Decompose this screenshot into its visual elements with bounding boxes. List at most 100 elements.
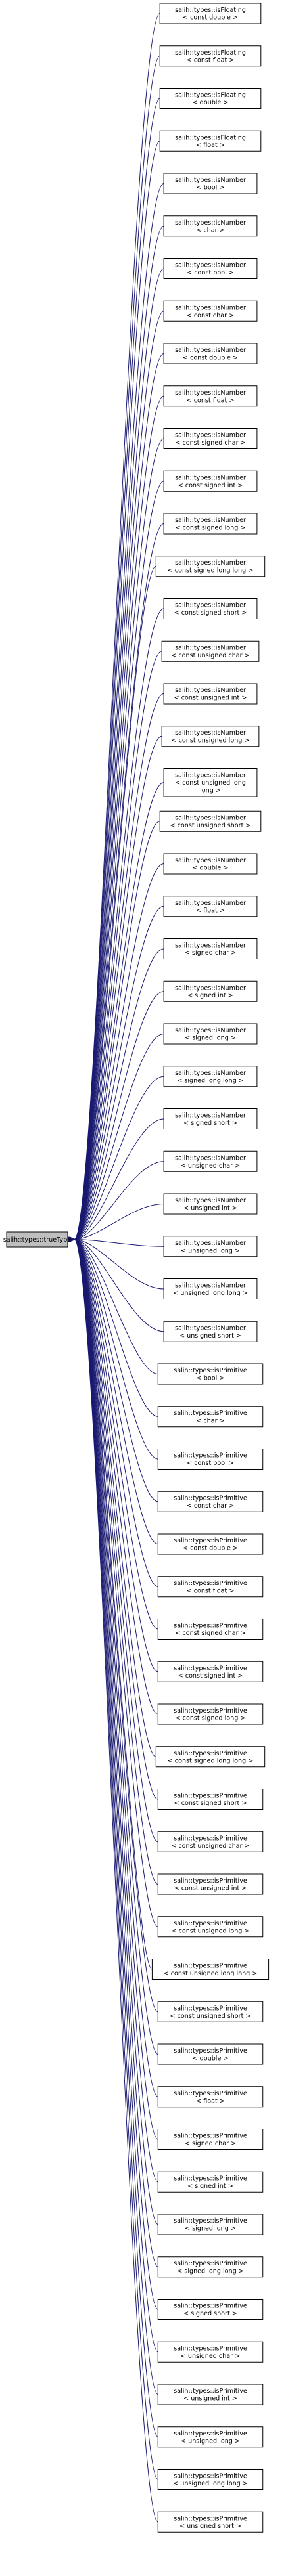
derived-class-node[interactable]: salih::types::isPrimitive< signed char > xyxy=(157,2129,264,2150)
derived-class-node[interactable]: salih::types::isNumber< unsigned char > xyxy=(163,1150,258,1172)
derived-class-label-line: < bool > xyxy=(197,185,225,192)
derived-class-node[interactable]: salih::types::isPrimitive< const float > xyxy=(157,1576,264,1598)
derived-class-node[interactable]: salih::types::isPrimitive< char > xyxy=(157,1406,264,1428)
derived-class-node[interactable]: salih::types::isNumber< signed long long… xyxy=(163,1066,258,1087)
derived-class-label-line: < float > xyxy=(196,907,225,914)
derived-class-node[interactable]: salih::types::isPrimitive< const signed … xyxy=(157,1703,264,1725)
derived-class-node[interactable]: salih::types::isPrimitive< const unsigne… xyxy=(157,2001,264,2022)
derived-class-box xyxy=(163,215,258,237)
derived-class-node[interactable]: salih::types::isNumber< unsigned long lo… xyxy=(163,1278,258,1299)
derived-class-node[interactable]: salih::types::isNumber< signed long > xyxy=(163,1023,258,1045)
derived-class-node[interactable]: salih::types::isNumber< const float > xyxy=(163,385,258,407)
derived-class-node[interactable]: salih::types::isNumber< bool > xyxy=(163,173,258,194)
derived-class-node[interactable]: salih::types::isFloating< const float > xyxy=(159,45,262,67)
derived-class-node[interactable]: salih::types::isPrimitive< const unsigne… xyxy=(151,1959,270,1980)
derived-class-box xyxy=(163,470,258,492)
derived-class-node[interactable]: salih::types::isNumber< const signed lon… xyxy=(155,556,266,577)
derived-class-label-line: < const bool > xyxy=(187,1460,234,1467)
derived-class-node[interactable]: salih::types::isPrimitive< double > xyxy=(157,2043,264,2065)
derived-class-label-line: salih::types::isNumber xyxy=(175,517,246,524)
derived-class-node[interactable]: salih::types::isPrimitive< signed long > xyxy=(157,2214,264,2235)
derived-class-label-line: < const bool > xyxy=(187,269,234,276)
derived-class-label-line: salih::types::isPrimitive xyxy=(174,1707,247,1714)
derived-class-node[interactable]: salih::types::isNumber< const bool > xyxy=(163,258,258,279)
derived-class-node[interactable]: salih::types::isPrimitive< const signed … xyxy=(157,1619,264,1640)
inheritance-edge xyxy=(74,1240,158,1927)
derived-class-node[interactable]: salih::types::isPrimitive< unsigned int … xyxy=(157,2384,264,2405)
derived-class-node[interactable]: salih::types::isNumber< signed short > xyxy=(163,1108,258,1129)
derived-class-node[interactable]: salih::types::isPrimitive< const signed … xyxy=(157,1789,264,1810)
derived-class-node[interactable]: salih::types::isPrimitive< signed long l… xyxy=(157,2256,264,2278)
derived-class-box xyxy=(157,1619,264,1640)
derived-class-box xyxy=(157,1491,264,1512)
inheritance-edge xyxy=(74,1240,158,1714)
derived-class-node[interactable]: salih::types::isFloating< const double > xyxy=(159,3,262,24)
derived-class-node[interactable]: salih::types::isPrimitive< const char > xyxy=(157,1491,264,1512)
derived-class-node[interactable]: salih::types::isNumber< unsigned long > xyxy=(163,1236,258,1257)
inheritance-edge xyxy=(74,651,162,1240)
derived-class-node[interactable]: salih::types::isPrimitive< const signed … xyxy=(157,1661,264,1682)
derived-class-box xyxy=(163,1066,258,1087)
derived-class-label-line: salih::types::isPrimitive xyxy=(174,1750,247,1757)
derived-class-node[interactable]: salih::types::isNumber< unsigned int > xyxy=(163,1193,258,1215)
inheritance-edge xyxy=(74,1034,164,1240)
inheritance-edge xyxy=(74,13,160,1240)
derived-class-node[interactable]: salih::types::isNumber< const unsigned c… xyxy=(161,640,260,662)
derived-class-label-line: salih::types::isNumber xyxy=(175,559,246,567)
inheritance-edge xyxy=(74,821,160,1240)
derived-class-node[interactable]: salih::types::isNumber< const unsigned s… xyxy=(159,810,262,832)
inheritance-edge xyxy=(74,1240,158,1587)
derived-class-node[interactable]: salih::types::isNumber< unsigned short > xyxy=(163,1321,258,1342)
derived-class-label-line: < const signed long > xyxy=(176,525,246,532)
derived-class-node[interactable]: salih::types::isNumber< const signed sho… xyxy=(163,598,258,619)
derived-class-label-line: < signed char > xyxy=(185,950,236,957)
base-class-node[interactable]: salih::types::trueType xyxy=(3,1231,71,1248)
derived-class-label-line: salih::types::isPrimitive xyxy=(174,2175,247,2182)
derived-class-label-line: < const double > xyxy=(183,355,238,362)
derived-class-node[interactable]: salih::types::isPrimitive< signed int > xyxy=(157,2171,264,2193)
derived-class-box xyxy=(163,1278,258,1299)
derived-class-node[interactable]: salih::types::isNumber< signed int > xyxy=(163,980,258,1002)
derived-class-label-line: salih::types::isNumber xyxy=(175,219,246,227)
derived-class-node[interactable]: salih::types::isNumber< char > xyxy=(163,215,258,237)
derived-class-node[interactable]: salih::types::isNumber< double > xyxy=(163,853,258,875)
derived-class-node[interactable]: salih::types::isPrimitive< const unsigne… xyxy=(157,1873,264,1895)
derived-class-label-line: < unsigned long long > xyxy=(173,2480,248,2487)
derived-class-node[interactable]: salih::types::isPrimitive< const signed … xyxy=(155,1746,266,1768)
derived-class-node[interactable]: salih::types::isNumber< float > xyxy=(163,896,258,917)
derived-class-node[interactable]: salih::types::isPrimitive< float > xyxy=(157,2086,264,2108)
derived-class-node[interactable]: salih::types::isNumber< const char > xyxy=(163,300,258,322)
derived-class-node[interactable]: salih::types::isPrimitive< unsigned long… xyxy=(157,2426,264,2448)
derived-class-node[interactable]: salih::types::isNumber< const unsigned i… xyxy=(163,683,258,705)
derived-class-label-line: salih::types::isNumber xyxy=(175,644,246,651)
derived-class-node[interactable]: salih::types::isNumber< const unsigned l… xyxy=(161,726,260,747)
derived-class-node[interactable]: salih::types::isPrimitive< unsigned long… xyxy=(157,2469,264,2490)
derived-class-node[interactable]: salih::types::isNumber< const signed int… xyxy=(163,470,258,492)
inheritance-edge xyxy=(74,782,164,1240)
derived-class-node[interactable]: salih::types::isFloating< float > xyxy=(159,130,262,152)
derived-class-node[interactable]: salih::types::isFloating< double > xyxy=(159,88,262,109)
derived-class-node[interactable]: salih::types::isPrimitive< unsigned shor… xyxy=(157,2511,264,2533)
derived-class-node[interactable]: salih::types::isPrimitive< unsigned char… xyxy=(157,2341,264,2363)
derived-class-node[interactable]: salih::types::isPrimitive< const unsigne… xyxy=(157,1916,264,1938)
inheritance-edge xyxy=(74,1240,158,2225)
derived-class-label-line: salih::types::isNumber xyxy=(175,1112,246,1120)
derived-class-label-line: salih::types::isPrimitive xyxy=(174,1537,247,1544)
derived-class-node[interactable]: salih::types::isPrimitive< const bool > xyxy=(157,1449,264,1470)
derived-class-box xyxy=(157,1449,264,1470)
derived-class-node[interactable]: salih::types::isPrimitive< bool > xyxy=(157,1363,264,1385)
derived-class-node[interactable]: salih::types::isPrimitive< signed short … xyxy=(157,2299,264,2320)
derived-class-label-line: < unsigned short > xyxy=(179,1332,241,1340)
derived-class-box xyxy=(163,385,258,407)
derived-class-node[interactable]: salih::types::isNumber< const signed lon… xyxy=(163,513,258,535)
derived-class-node[interactable]: salih::types::isNumber< signed char > xyxy=(163,938,258,959)
derived-class-box xyxy=(157,2511,264,2533)
derived-class-node[interactable]: salih::types::isNumber< const signed cha… xyxy=(163,428,258,449)
derived-class-box xyxy=(159,810,262,832)
derived-class-label-line: salih::types::isNumber xyxy=(175,1154,246,1162)
derived-class-node[interactable]: salih::types::isPrimitive< const unsigne… xyxy=(157,1831,264,1852)
derived-class-node[interactable]: salih::types::isPrimitive< const double … xyxy=(157,1533,264,1555)
derived-class-box xyxy=(159,130,262,152)
derived-class-node[interactable]: salih::types::isNumber< const unsigned l… xyxy=(163,768,258,797)
derived-class-node[interactable]: salih::types::isNumber< const double > xyxy=(163,343,258,364)
